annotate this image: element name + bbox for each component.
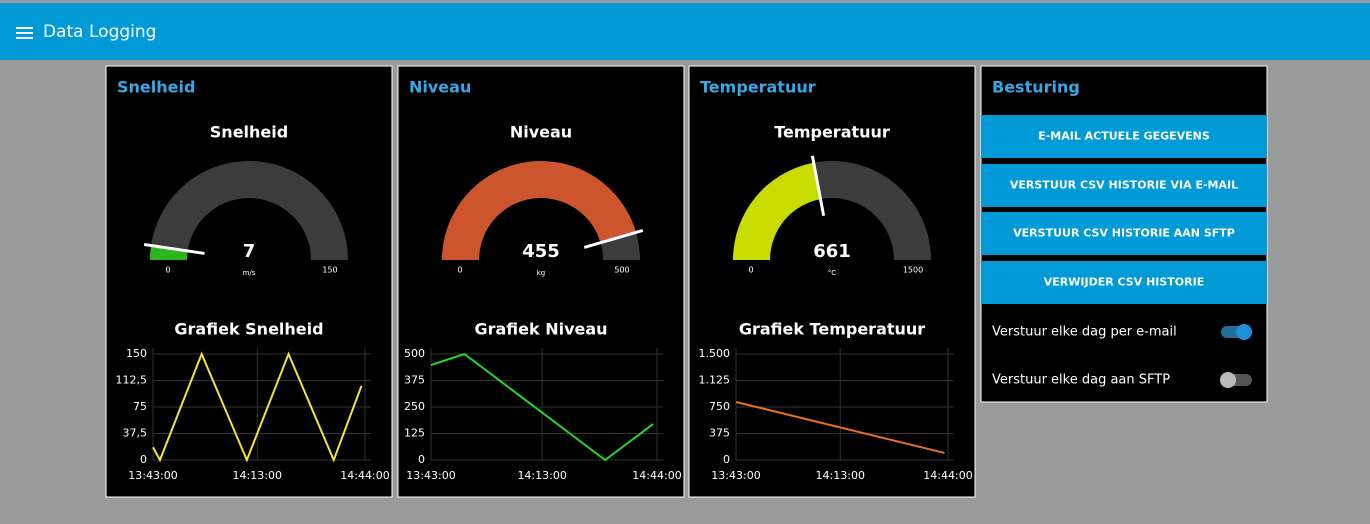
- chart-title: Grafiek Temperatuur: [739, 320, 925, 339]
- y-tick-label: 150: [126, 347, 147, 360]
- gauge-max: 150: [322, 266, 337, 275]
- x-tick-label: 14:44:00: [632, 469, 681, 482]
- y-tick-label: 0: [723, 453, 730, 466]
- y-tick-label: 1.125: [699, 374, 731, 387]
- y-tick-label: 1.500: [699, 347, 731, 360]
- toggle-switch[interactable]: [1221, 324, 1252, 340]
- page-title: Data Logging: [43, 22, 156, 42]
- switch-knob: [1220, 372, 1236, 388]
- button[interactable]: VERWIJDER CSV HISTORIE: [981, 261, 1267, 304]
- gauge-value: 7: [243, 241, 256, 262]
- menu-bar: [16, 37, 33, 39]
- panel: [105, 65, 393, 498]
- toggle-switch[interactable]: [1220, 372, 1252, 388]
- button[interactable]: VERSTUUR CSV HISTORIE AAN SFTP: [981, 212, 1267, 255]
- gauge-value: 455: [522, 241, 560, 262]
- y-tick-label: 37,5: [123, 427, 148, 440]
- gauge-title: Niveau: [510, 123, 572, 142]
- y-tick-label: 750: [709, 400, 730, 413]
- y-tick-label: 500: [404, 347, 425, 360]
- gauge-track: [150, 161, 348, 260]
- x-tick-label: 14:44:00: [340, 469, 389, 482]
- menu-icon[interactable]: [16, 27, 33, 39]
- chart-title: Grafiek Niveau: [474, 320, 607, 339]
- x-tick-label: 14:13:00: [517, 469, 566, 482]
- gauge-fill: [733, 162, 821, 260]
- y-tick-label: 125: [404, 427, 425, 440]
- menu-bar: [16, 32, 33, 34]
- gauge-needle: [583, 228, 644, 249]
- switch-label: Verstuur elke dag aan SFTP: [992, 373, 1170, 388]
- gauge-unit: °C: [828, 269, 837, 277]
- line-series: [430, 352, 654, 462]
- gauge-max: 500: [614, 266, 629, 275]
- gauge-unit: kg: [537, 269, 546, 277]
- button[interactable]: VERSTUUR CSV HISTORIE VIA E-MAIL: [981, 164, 1267, 207]
- x-tick-label: 14:44:00: [923, 469, 972, 482]
- gauge-unit: m/s: [243, 269, 256, 277]
- panel-title: Temperatuur: [700, 78, 816, 97]
- x-tick-label: 14:13:00: [233, 469, 282, 482]
- x-tick-label: 13:43:00: [406, 469, 455, 482]
- button-label: VERSTUUR CSV HISTORIE AAN SFTP: [1013, 227, 1235, 240]
- switch-knob: [1236, 324, 1252, 340]
- button-bg: [981, 164, 1267, 207]
- gauge-fill: [150, 245, 188, 260]
- line-series: [152, 351, 363, 463]
- button-bg: [981, 212, 1267, 255]
- y-tick-label: 375: [404, 374, 425, 387]
- x-tick-label: 14:13:00: [816, 469, 865, 482]
- y-tick-label: 0: [418, 453, 425, 466]
- x-tick-label: 13:43:00: [711, 469, 760, 482]
- y-tick-label: 375: [709, 427, 730, 440]
- gauge-title: Temperatuur: [774, 123, 890, 142]
- gauge-min: 0: [457, 266, 462, 275]
- x-tick-label: 13:43:00: [128, 469, 177, 482]
- button-bg: [981, 115, 1267, 158]
- button-label: VERWIJDER CSV HISTORIE: [1044, 276, 1204, 289]
- panel-title: Niveau: [409, 78, 471, 97]
- y-tick-label: 0: [140, 453, 147, 466]
- button-label: E-MAIL ACTUELE GEGEVENS: [1038, 130, 1210, 143]
- panel: [397, 65, 685, 498]
- line-series: [735, 401, 945, 454]
- panel-title: Snelheid: [117, 78, 195, 97]
- gauge-needle: [810, 155, 826, 217]
- gauge-min: 0: [748, 266, 753, 275]
- gauge-min: 0: [165, 266, 170, 275]
- y-tick-label: 75: [133, 400, 147, 413]
- gauge-title: Snelheid: [210, 123, 288, 142]
- gauge-max: 1500: [903, 266, 923, 275]
- gauge-value: 661: [813, 241, 851, 262]
- button[interactable]: E-MAIL ACTUELE GEGEVENS: [981, 115, 1267, 158]
- button-bg: [981, 261, 1267, 304]
- panel-title: Besturing: [992, 78, 1080, 97]
- y-tick-label: 250: [404, 400, 425, 413]
- button-label: VERSTUUR CSV HISTORIE VIA E-MAIL: [1010, 179, 1238, 192]
- chart-title: Grafiek Snelheid: [174, 320, 323, 339]
- toolbar: [0, 3, 1370, 60]
- switch-label: Verstuur elke dag per e-mail: [992, 325, 1177, 340]
- gauge-fill: [442, 160, 637, 260]
- y-tick-label: 112,5: [116, 374, 148, 387]
- menu-bar: [16, 27, 33, 29]
- gauge-needle: [143, 243, 205, 255]
